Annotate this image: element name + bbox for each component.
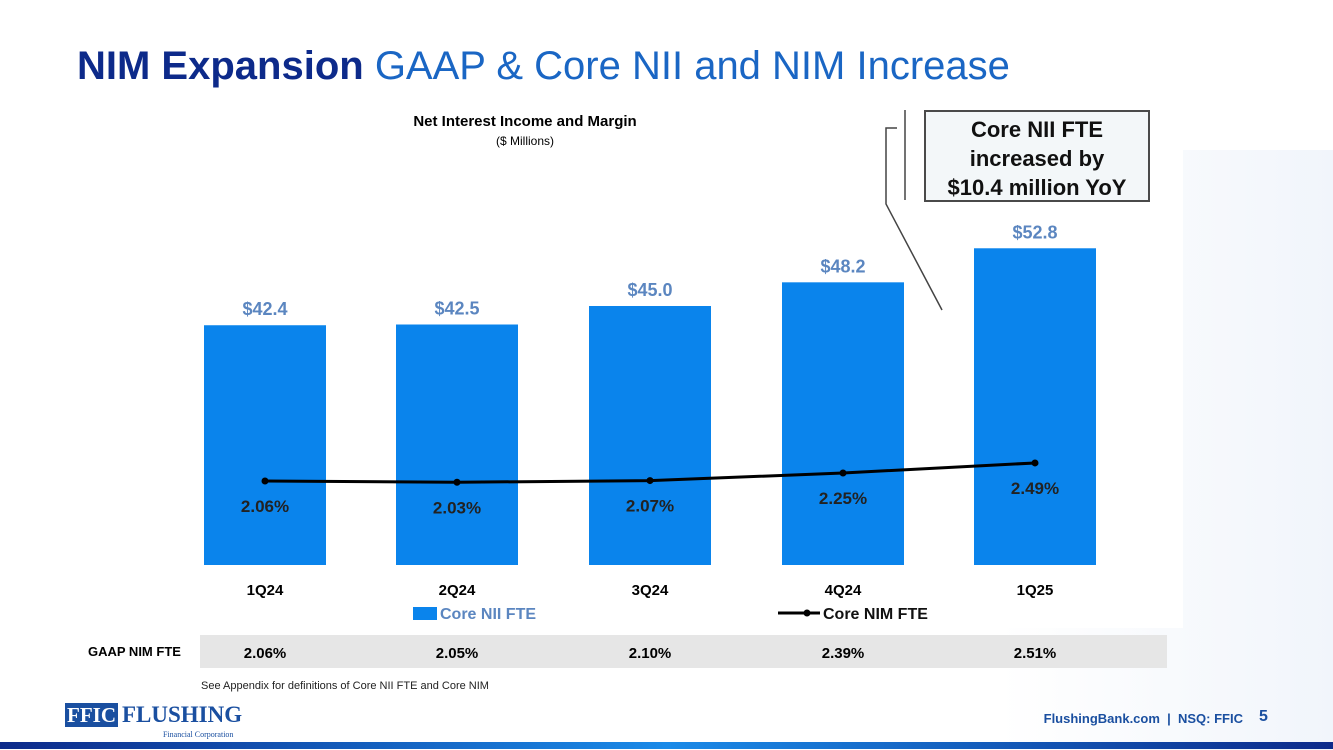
bar-label: $52.8 (1012, 222, 1057, 242)
chart-title: Net Interest Income and Margin (413, 113, 636, 130)
gaap-value: 2.05% (435, 645, 479, 662)
nim-point (261, 477, 269, 485)
footer-text: FlushingBank.com | NSQ: FFIC (1043, 711, 1243, 726)
nim-label: 2.06% (241, 497, 289, 516)
logo: FFIC FLUSHING Financial Corporation (65, 703, 265, 741)
nim-label: 2.07% (626, 497, 674, 516)
nim-point (839, 469, 847, 477)
logo-box: FFIC (65, 703, 118, 727)
gaap-row-bg (200, 635, 1167, 668)
bar (204, 325, 326, 565)
footnote: See Appendix for definitions of Core NII… (201, 680, 489, 692)
gaap-value: 2.06% (243, 645, 287, 662)
logo-sub: Financial Corporation (163, 730, 234, 739)
nim-label: 2.03% (433, 498, 481, 517)
x-tick-label: 2Q24 (439, 582, 476, 599)
bar-label: $45.0 (627, 280, 672, 300)
nim-point (1031, 459, 1039, 467)
gaap-value: 2.10% (628, 645, 672, 662)
legend-label-bar: Core NII FTE (440, 606, 536, 623)
callout-line: increased by (969, 146, 1105, 171)
x-tick-label: 1Q25 (1017, 582, 1054, 599)
bar-label: $48.2 (820, 256, 865, 276)
page-number: 5 (1259, 708, 1268, 725)
title-rest: GAAP & Core NII and NIM Increase (363, 44, 1010, 88)
x-tick-label: 4Q24 (825, 582, 862, 599)
bar (782, 282, 904, 565)
bar (396, 324, 518, 565)
bar-label: $42.4 (242, 299, 287, 319)
gaap-value: 2.51% (1013, 645, 1057, 662)
legend-label-line: Core NIM FTE (823, 606, 928, 623)
gaap-value: 2.39% (821, 645, 865, 662)
nim-label: 2.49% (1011, 479, 1059, 498)
chart-subtitle: ($ Millions) (496, 134, 554, 148)
x-tick-label: 3Q24 (632, 582, 669, 599)
callout-line: Core NII FTE (970, 117, 1103, 142)
bar (974, 248, 1096, 565)
legend-swatch-point (803, 609, 811, 617)
callout-line: $10.4 million YoY (947, 175, 1127, 200)
title-bold: NIM Expansion (77, 44, 364, 88)
nim-point (453, 478, 461, 486)
nim-point (646, 477, 654, 485)
bottom-bar (0, 742, 1333, 749)
callout-box: Core NII FTE increased by $10.4 million … (924, 110, 1150, 202)
nim-label: 2.25% (819, 489, 867, 508)
page-title: NIM Expansion GAAP & Core NII and NIM In… (77, 44, 1010, 89)
legend-swatch-bar (413, 607, 437, 620)
gaap-label: GAAP NIM FTE (88, 644, 181, 659)
logo-name: FLUSHING (122, 702, 243, 727)
bar-label: $42.5 (434, 299, 479, 319)
x-tick-label: 1Q24 (247, 582, 284, 599)
bar (589, 306, 711, 565)
callout-leader (885, 127, 943, 311)
